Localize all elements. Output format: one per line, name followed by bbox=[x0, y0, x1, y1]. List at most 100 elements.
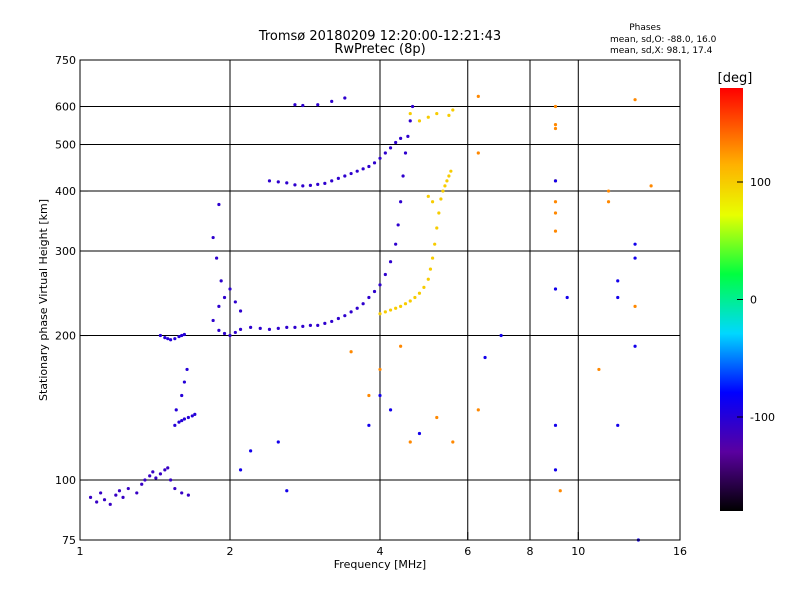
data-point bbox=[349, 350, 353, 354]
data-point bbox=[553, 423, 558, 427]
data-point bbox=[406, 134, 410, 138]
data-point bbox=[343, 314, 347, 318]
data-point bbox=[451, 440, 455, 444]
data-point bbox=[417, 119, 422, 123]
data-point bbox=[186, 415, 190, 420]
data-point bbox=[426, 115, 430, 119]
data-point bbox=[553, 468, 558, 472]
data-point bbox=[399, 344, 403, 348]
colorbar-label: [deg] bbox=[718, 71, 753, 86]
data-point bbox=[217, 304, 221, 309]
y-tick-label: 600 bbox=[55, 101, 76, 114]
data-point bbox=[372, 289, 377, 294]
data-point bbox=[383, 272, 387, 277]
data-point bbox=[435, 111, 439, 116]
y-tick-label: 75 bbox=[62, 534, 76, 547]
data-point bbox=[367, 164, 371, 169]
data-point bbox=[558, 489, 562, 493]
data-point bbox=[180, 491, 184, 495]
data-point bbox=[276, 326, 280, 330]
data-point bbox=[378, 367, 382, 372]
data-point bbox=[219, 279, 223, 283]
data-point bbox=[383, 151, 387, 155]
data-point bbox=[417, 431, 422, 436]
data-point bbox=[99, 491, 103, 495]
data-point bbox=[441, 189, 445, 193]
data-point bbox=[166, 466, 170, 470]
data-point bbox=[211, 235, 215, 240]
data-point bbox=[301, 184, 305, 188]
data-point bbox=[633, 98, 637, 102]
data-point bbox=[293, 103, 297, 107]
data-point bbox=[394, 140, 398, 145]
data-point bbox=[114, 493, 118, 497]
data-point bbox=[316, 103, 320, 107]
data-point bbox=[410, 104, 415, 109]
data-point bbox=[293, 325, 297, 329]
data-point bbox=[417, 291, 422, 295]
data-point bbox=[408, 299, 412, 303]
data-point bbox=[403, 151, 408, 155]
data-point bbox=[422, 285, 426, 289]
data-point bbox=[408, 111, 412, 116]
data-point bbox=[158, 472, 163, 476]
data-point bbox=[308, 183, 313, 187]
y-axis-label: Stationary phase Virtual Height [km] bbox=[37, 199, 50, 401]
x-tick-label: 16 bbox=[673, 545, 687, 558]
data-point bbox=[367, 393, 371, 398]
data-point bbox=[553, 287, 558, 291]
data-point bbox=[267, 327, 272, 331]
data-point bbox=[343, 174, 347, 178]
data-point bbox=[553, 200, 558, 204]
data-point bbox=[399, 200, 403, 204]
data-point bbox=[433, 242, 437, 246]
data-point bbox=[211, 318, 215, 323]
data-point bbox=[388, 260, 393, 264]
data-point bbox=[430, 200, 435, 204]
data-point bbox=[143, 478, 147, 482]
data-point bbox=[476, 151, 480, 155]
data-point bbox=[121, 495, 125, 500]
y-tick-label: 500 bbox=[55, 139, 76, 152]
data-point bbox=[135, 491, 139, 495]
data-point bbox=[616, 295, 620, 300]
data-point bbox=[435, 415, 439, 420]
data-point bbox=[378, 156, 382, 160]
data-point bbox=[182, 380, 186, 384]
data-point bbox=[401, 174, 405, 178]
chart-title: Tromsø 20180209 12:20:00-12:21:43 bbox=[258, 29, 501, 44]
phases-o-stats: mean, sd,O: -88.0, 16.0 bbox=[610, 35, 717, 45]
data-point bbox=[180, 333, 184, 338]
data-point bbox=[182, 332, 186, 337]
data-point bbox=[396, 223, 400, 227]
data-point bbox=[215, 256, 219, 260]
data-point bbox=[323, 181, 327, 185]
data-point bbox=[633, 304, 637, 309]
data-point bbox=[174, 408, 178, 412]
data-point bbox=[180, 418, 184, 423]
data-point bbox=[249, 449, 253, 453]
data-point bbox=[388, 308, 393, 312]
data-point bbox=[95, 500, 99, 504]
data-point bbox=[553, 126, 558, 131]
data-point bbox=[316, 323, 320, 327]
phases-x-stats: mean, sd,X: 98.1, 17.4 bbox=[610, 46, 713, 56]
data-point bbox=[336, 316, 340, 321]
data-point bbox=[222, 331, 227, 336]
data-point bbox=[126, 486, 130, 491]
data-point bbox=[408, 119, 412, 123]
y-tick-label: 300 bbox=[55, 245, 76, 258]
y-tick-label: 750 bbox=[55, 54, 76, 67]
data-point bbox=[553, 123, 558, 127]
data-point bbox=[228, 333, 232, 338]
data-point bbox=[173, 486, 177, 491]
colorbar-ticks: 100 0 -100 bbox=[737, 176, 775, 424]
data-point bbox=[258, 326, 262, 330]
data-point bbox=[163, 336, 167, 340]
data-point bbox=[445, 179, 449, 183]
data-point bbox=[361, 167, 365, 171]
data-point bbox=[293, 183, 297, 187]
data-point bbox=[413, 295, 417, 300]
data-point bbox=[388, 146, 393, 150]
